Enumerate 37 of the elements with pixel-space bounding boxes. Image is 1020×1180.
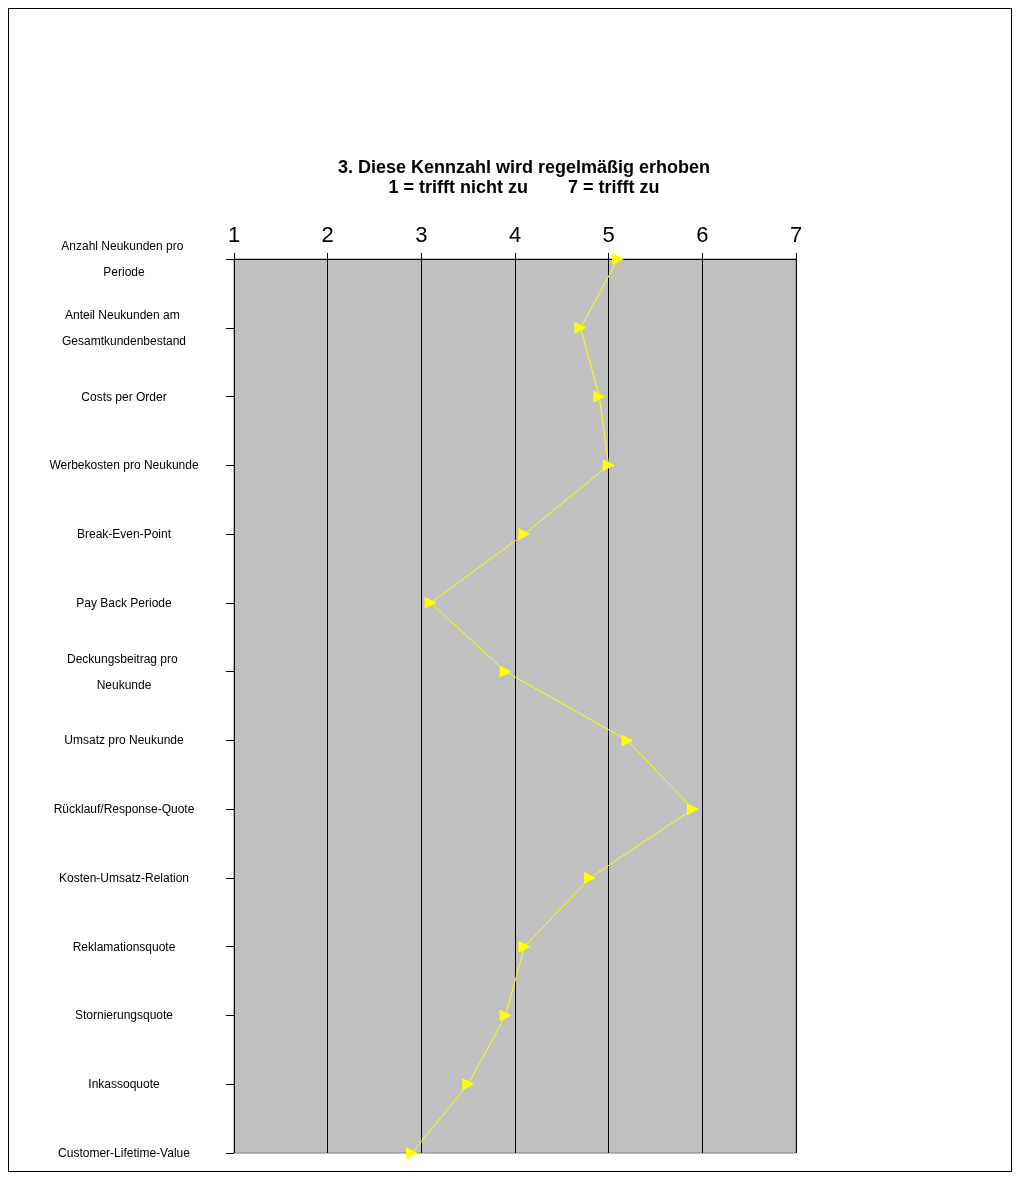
y-tick-label: Stornierungsquote xyxy=(74,1008,174,1023)
x-tick-label: 4 xyxy=(508,221,522,247)
point xyxy=(499,1009,512,1022)
y-tick-label: Pay Back Periode xyxy=(76,595,173,610)
point xyxy=(424,596,437,609)
y-tick-label: Costs per Order xyxy=(81,389,167,404)
chart-subtitle: 1 = trifft nicht zu 7 = trifft zu xyxy=(388,177,660,197)
y-tick-label: Rücklauf/Response-Quote xyxy=(53,802,195,817)
y-tick-label: Werbekosten pro Neukunde xyxy=(49,458,199,473)
point xyxy=(602,459,615,472)
x-tick-label: 2 xyxy=(321,221,334,247)
point xyxy=(405,1147,418,1159)
x-tick-label: 7 xyxy=(789,221,803,247)
point xyxy=(593,390,606,403)
point xyxy=(621,734,634,747)
x-tick-label: 1 xyxy=(227,221,241,247)
y-tick-label: Customer-Lifetime-Value xyxy=(58,1146,191,1160)
y-tick-label: Anzahl Neukunden pro Periode xyxy=(61,239,187,279)
chart-title: 3. Diese Kennzahl wird regelmäßig erhoben xyxy=(337,157,711,177)
point xyxy=(518,940,531,953)
point xyxy=(686,803,699,816)
y-tick-label: Kosten-Umsatz-Relation xyxy=(58,870,190,885)
x-tick-label: 6 xyxy=(696,221,709,247)
point xyxy=(462,1078,475,1091)
point xyxy=(499,665,512,678)
point xyxy=(612,253,625,265)
point xyxy=(518,528,531,541)
x-tick-label: 5 xyxy=(602,221,615,247)
y-tick-label: Inkassoquote xyxy=(88,1077,161,1092)
point xyxy=(574,321,587,334)
y-tick-label: Break-Even-Point xyxy=(76,527,172,542)
y-tick-label: Deckungsbeitrag pro Neukunde xyxy=(66,651,182,692)
x-tick-label: 3 xyxy=(415,221,428,247)
y-tick-label: Umsatz pro Neukunde xyxy=(64,733,185,748)
point xyxy=(583,871,596,884)
y-tick-label: Reklamationsquote xyxy=(72,939,176,954)
y-tick-label: Anteil Neukunden am Gesamtkundenbestand xyxy=(61,307,187,348)
